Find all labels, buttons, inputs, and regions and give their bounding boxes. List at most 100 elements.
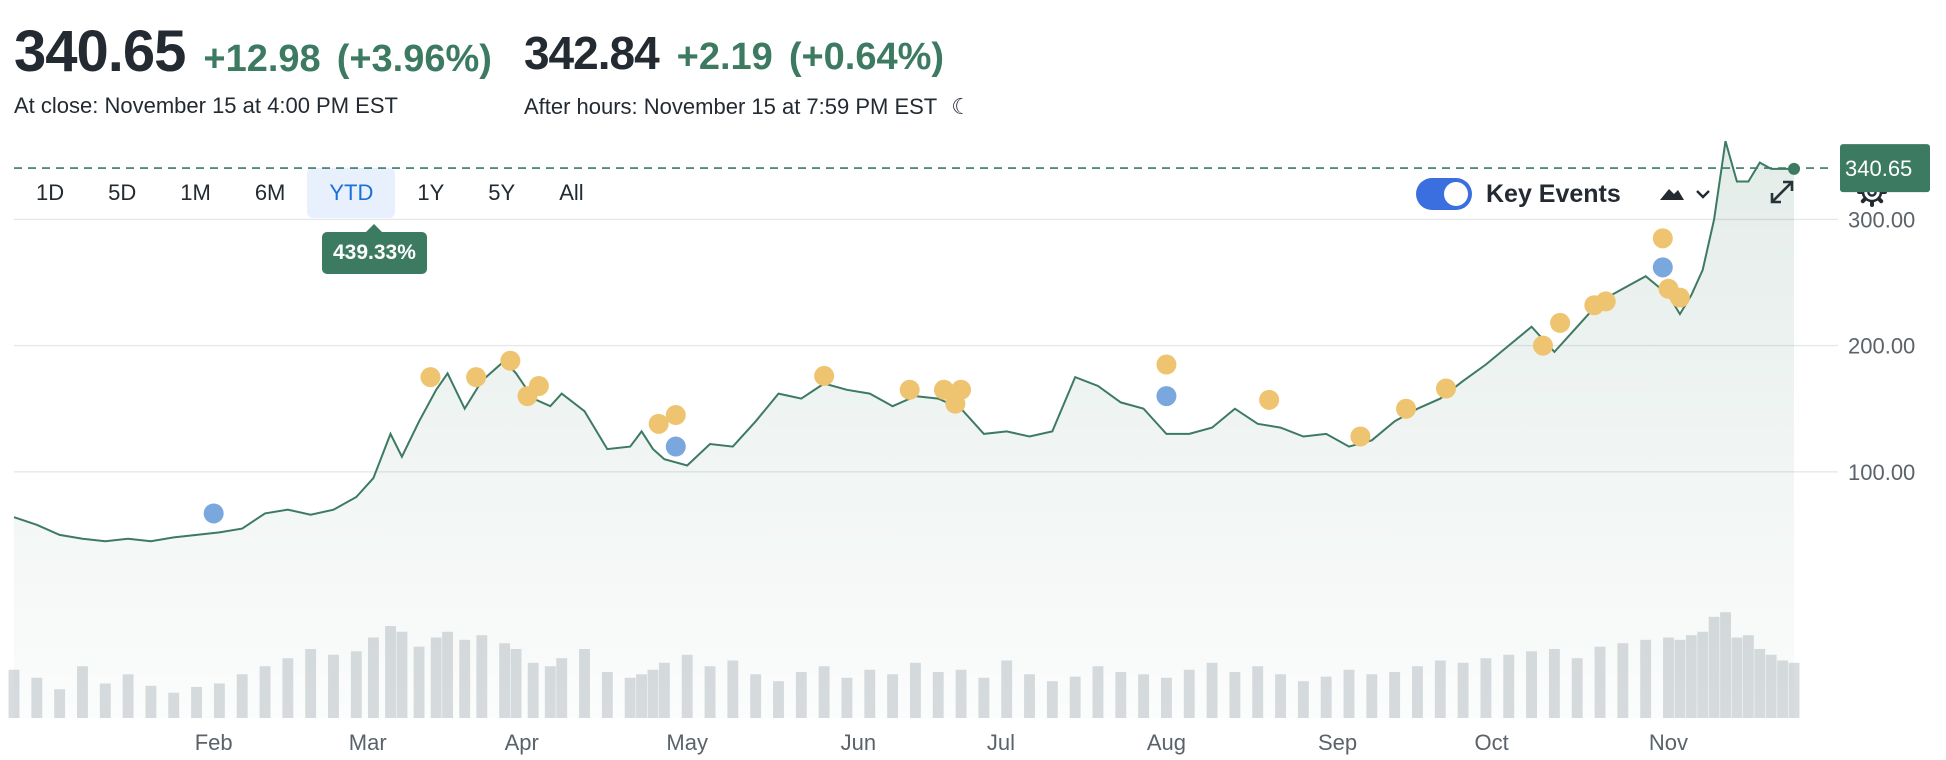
key-event-marker — [1550, 312, 1571, 333]
volume-bar — [647, 669, 659, 718]
volume-bar — [459, 639, 471, 718]
x-tick-label: Sep — [1318, 730, 1357, 755]
key-event-marker — [1584, 295, 1605, 316]
volume-bar — [1092, 666, 1104, 718]
volume-bar — [909, 662, 921, 718]
key-event-marker — [420, 367, 441, 388]
volume-bar — [932, 672, 944, 718]
range-5y[interactable]: 5Y — [488, 180, 516, 205]
x-tick-label: Oct — [1475, 730, 1509, 755]
volume-bar — [681, 654, 693, 718]
volume-bar — [367, 637, 379, 718]
volume-bar — [1708, 616, 1720, 718]
volume-bar — [556, 658, 568, 718]
toggle-knob — [1444, 182, 1468, 206]
settings-button[interactable] — [1856, 176, 1888, 208]
volume-bar — [544, 666, 556, 718]
volume-bar — [1229, 672, 1241, 718]
volume-bar — [305, 649, 317, 718]
key-event-marker — [1259, 389, 1280, 410]
volume-bar — [8, 669, 20, 718]
volume-bar — [1046, 681, 1058, 718]
y-tick-label: 200.00 — [1848, 334, 1915, 359]
close-percent: (+3.96%) — [336, 38, 492, 80]
key-event-marker — [1350, 426, 1371, 447]
volume-bar — [1640, 639, 1652, 718]
range-5d[interactable]: 5D — [108, 180, 137, 205]
volume-bar — [601, 672, 613, 718]
volume-bar — [1412, 666, 1423, 718]
key-event-marker — [665, 405, 686, 426]
x-tick-label: Mar — [349, 730, 387, 755]
key-event-marker — [933, 379, 954, 400]
volume-bar — [1252, 666, 1264, 718]
volume-bar — [499, 643, 511, 718]
volume-bar — [259, 666, 271, 718]
key-event-marker — [466, 367, 487, 388]
volume-bar — [1617, 643, 1629, 718]
range-1y[interactable]: 1Y — [417, 180, 445, 205]
volume-bar — [624, 677, 636, 718]
volume-bar — [1480, 658, 1492, 718]
volume-bar — [1594, 646, 1606, 718]
key-event-marker-blue — [1652, 257, 1673, 278]
key-event-marker — [517, 386, 538, 407]
quote-header: 340.65 +12.98 (+3.96%) At close: Novembe… — [14, 18, 1001, 120]
volume-bar — [1663, 637, 1674, 718]
range-return-tooltip: 439.33% — [322, 224, 427, 274]
range-6m[interactable]: 6M — [254, 180, 286, 205]
volume-bar — [841, 677, 853, 718]
volume-bar — [1183, 669, 1195, 718]
key-event-marker — [1658, 278, 1679, 299]
range-ytd[interactable]: YTD — [307, 168, 396, 218]
x-tick-label: Jun — [841, 730, 876, 755]
volume-bar — [1024, 674, 1035, 718]
volume-bar — [1731, 637, 1743, 718]
volume-bar — [510, 649, 522, 718]
close-quote: 340.65 +12.98 (+3.96%) At close: Novembe… — [14, 18, 492, 119]
key-event-marker — [1595, 291, 1616, 312]
volume-bar — [1206, 662, 1218, 718]
key-event-marker — [899, 379, 920, 400]
volume-bar — [191, 686, 203, 718]
volume-bar — [476, 635, 488, 718]
key-event-marker — [1669, 287, 1690, 308]
volume-bar — [385, 626, 396, 718]
range-1m[interactable]: 1M — [180, 180, 211, 205]
key-event-marker — [1156, 354, 1177, 375]
key-event-marker — [648, 413, 669, 434]
key-event-marker — [1532, 335, 1553, 356]
key-event-marker — [500, 350, 521, 371]
volume-bar — [1685, 635, 1697, 718]
x-tick-label: Nov — [1649, 730, 1688, 755]
key-events-toggle[interactable] — [1416, 178, 1472, 210]
key-event-marker — [945, 393, 966, 414]
range-selector: 1D 5D 1M 6M YTD 1Y 5Y All — [14, 168, 606, 218]
price-area — [14, 141, 1794, 718]
range-all[interactable]: All — [559, 180, 584, 205]
volume-bar — [77, 666, 88, 718]
volume-bar — [1389, 672, 1401, 718]
volume-bar — [1720, 612, 1731, 718]
range-1d[interactable]: 1D — [36, 180, 65, 205]
volume-bar — [1548, 649, 1560, 718]
y-tick-label: 100.00 — [1848, 460, 1915, 485]
volume-bar — [727, 660, 739, 718]
gear-icon — [1857, 177, 1887, 207]
volume-bar — [1001, 660, 1013, 718]
volume-bar — [1069, 676, 1081, 718]
volume-bar — [1366, 674, 1378, 718]
volume-bar — [750, 674, 762, 718]
after-hours-price: 342.84 — [523, 27, 660, 79]
volume-bar — [1343, 669, 1355, 718]
volume-bar — [1275, 674, 1286, 718]
volume-bar — [818, 666, 830, 718]
after-hours-quote: 342.84 +2.19 (+0.64%) After hours: Novem… — [524, 26, 971, 120]
expand-button[interactable] — [1766, 176, 1798, 208]
volume-bar — [1434, 660, 1446, 718]
volume-bar — [887, 674, 899, 718]
chart-type-dropdown[interactable] — [1656, 178, 1716, 214]
volume-bar — [430, 637, 442, 718]
volume-bar — [1138, 674, 1150, 718]
volume-bar — [1320, 676, 1332, 718]
